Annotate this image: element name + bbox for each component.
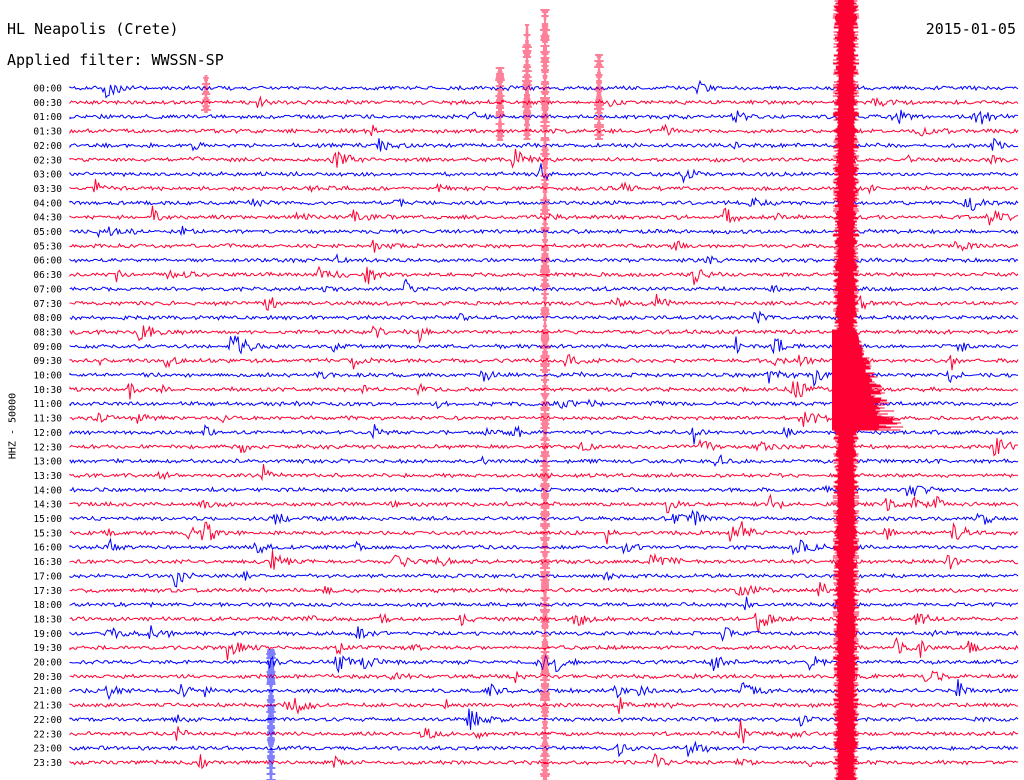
- row-time-label: 09:30: [33, 356, 62, 367]
- row-time-label: 22:00: [33, 715, 62, 726]
- row-time-label: 12:30: [33, 442, 62, 453]
- row-time-label: 13:30: [33, 471, 62, 482]
- row-time-label: 13:00: [33, 457, 62, 468]
- row-time-label: 00:30: [33, 98, 62, 109]
- row-time-label: 00:00: [33, 84, 62, 95]
- trace-row: [69, 454, 1019, 467]
- event-spike: [540, 9, 550, 780]
- row-time-label: 07:30: [33, 299, 62, 310]
- row-time-label: 08:30: [33, 327, 62, 338]
- trace-row: [69, 752, 1019, 770]
- row-time-label: 22:30: [33, 729, 62, 740]
- event-spike: [522, 24, 532, 140]
- event-spike: [266, 649, 276, 780]
- row-time-label: 15:30: [33, 528, 62, 539]
- trace-row: [69, 537, 1019, 556]
- trace-row: [69, 148, 1019, 169]
- row-time-label: 16:00: [33, 543, 62, 554]
- station-title: HL Neapolis (Crete): [7, 20, 179, 38]
- trace-row: [69, 636, 1019, 661]
- trace-row: [69, 239, 1019, 253]
- row-time-label: 14:30: [33, 500, 62, 511]
- trace-row: [69, 493, 1019, 514]
- trace-row: [69, 484, 1019, 497]
- trace-row: [69, 109, 1019, 125]
- row-time-label: 06:00: [33, 256, 62, 267]
- trace-row: [69, 509, 1019, 526]
- row-time-label: 23:00: [33, 744, 62, 755]
- row-time-label: 02:00: [33, 141, 62, 152]
- row-time-label: 09:00: [33, 342, 62, 353]
- row-time-label: 20:30: [33, 672, 62, 683]
- event-spike: [495, 67, 505, 141]
- large-event-coda: [832, 329, 904, 431]
- row-time-label: 08:00: [33, 313, 62, 324]
- trace-row: [69, 521, 1019, 545]
- row-time-label: 18:00: [33, 600, 62, 611]
- trace-row: [69, 581, 1019, 597]
- row-time-label: 02:30: [33, 155, 62, 166]
- row-time-label: 18:30: [33, 614, 62, 625]
- trace-row: [69, 719, 1019, 744]
- row-time-label: 19:00: [33, 629, 62, 640]
- row-time-label: 12:00: [33, 428, 62, 439]
- row-time-label: 11:30: [33, 414, 62, 425]
- row-time-label: 03:00: [33, 170, 62, 181]
- trace-row: [69, 293, 1019, 312]
- trace-row: [69, 225, 1019, 239]
- row-time-label: 21:00: [33, 686, 62, 697]
- row-time-label: 17:30: [33, 586, 62, 597]
- row-time-label: 21:30: [33, 701, 62, 712]
- date-label: 2015-01-05: [925, 20, 1016, 38]
- row-time-label: 23:30: [33, 758, 62, 769]
- row-time-label: 04:00: [33, 198, 62, 209]
- trace-row: [69, 569, 1019, 588]
- row-time-label: 19:30: [33, 643, 62, 654]
- row-time-label: 05:30: [33, 241, 62, 252]
- event-spike: [594, 54, 604, 140]
- trace-row: [69, 708, 1019, 730]
- filter-label: Applied filter: WWSSN-SP: [7, 51, 224, 69]
- row-time-label: 11:00: [33, 399, 62, 410]
- row-time-label: 03:30: [33, 184, 62, 195]
- row-time-label: 15:00: [33, 514, 62, 525]
- trace-row: [69, 740, 1019, 758]
- row-time-label: 17:00: [33, 571, 62, 582]
- row-time-label: 07:00: [33, 284, 62, 295]
- row-time-label: 10:30: [33, 385, 62, 396]
- row-time-label: 04:30: [33, 213, 62, 224]
- trace-row: [69, 95, 1019, 108]
- row-time-label: 05:00: [33, 227, 62, 238]
- row-time-label: 20:00: [33, 658, 62, 669]
- row-time-label: 06:30: [33, 270, 62, 281]
- row-time-label: 01:30: [33, 127, 62, 138]
- trace-row: [69, 196, 1019, 212]
- row-time-label: 01:00: [33, 112, 62, 123]
- trace-row: [69, 670, 1019, 684]
- trace-row: [69, 697, 1018, 715]
- row-time-label: 10:00: [33, 371, 62, 382]
- trace-row: [69, 437, 1019, 457]
- event-spike: [201, 75, 211, 113]
- trace-row: [69, 310, 1019, 324]
- row-time-label: 14:00: [33, 485, 62, 496]
- row-time-label: 16:30: [33, 557, 62, 568]
- trace-row: [69, 79, 1019, 99]
